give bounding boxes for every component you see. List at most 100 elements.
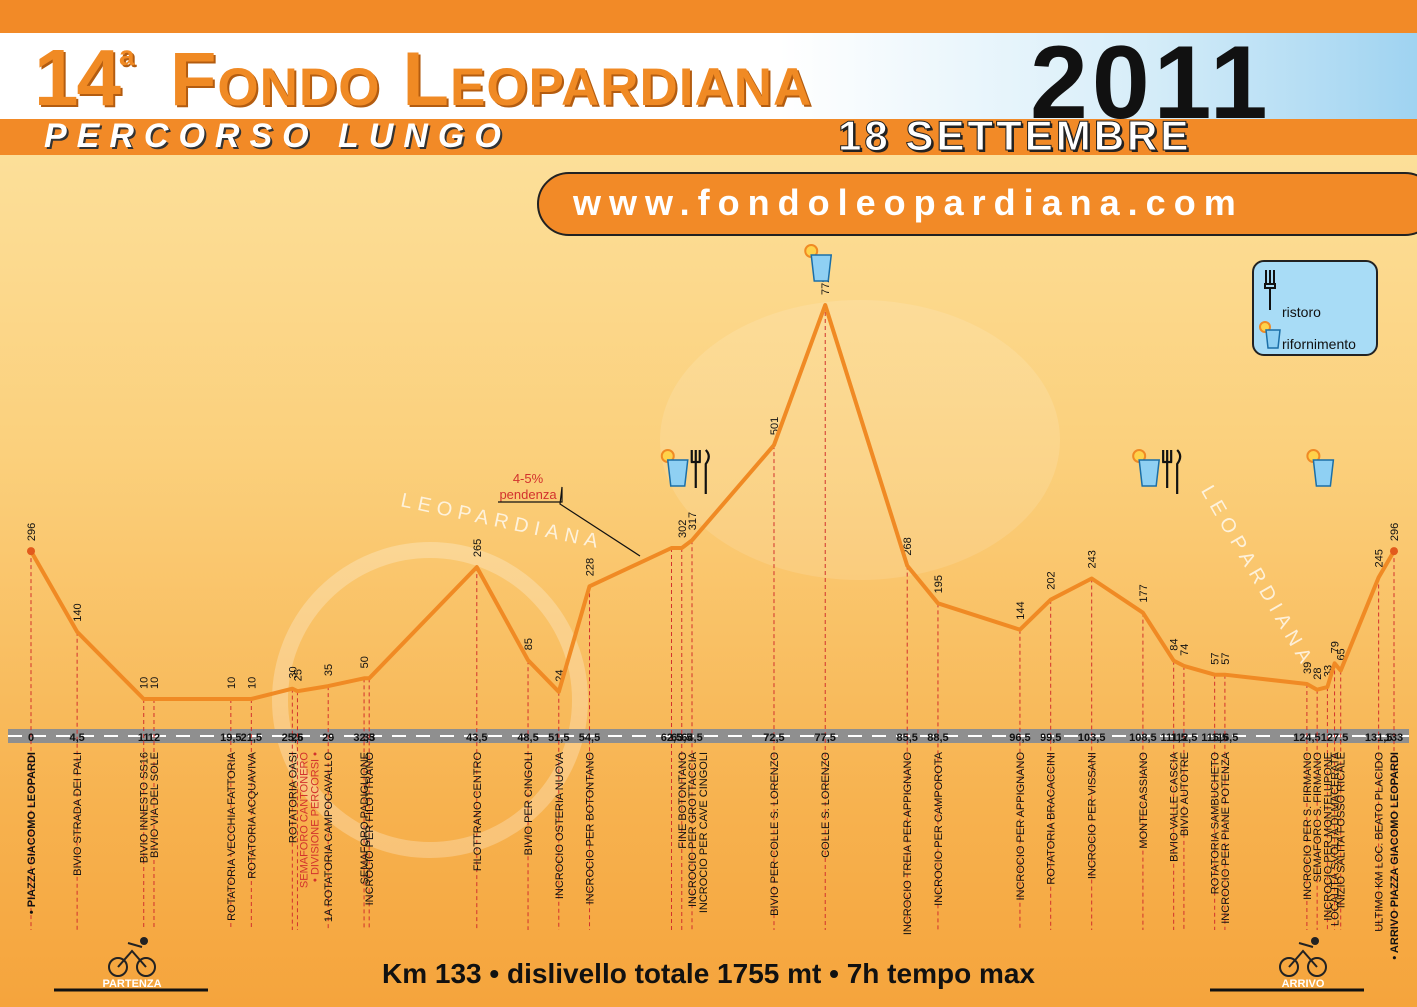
legend-food-label: ristoro [1282, 304, 1321, 320]
event-name: Fondo Leopardiana [170, 37, 813, 122]
km-tick-label: 48,5 [517, 732, 538, 744]
legend-drink-label: rifornimento [1282, 336, 1356, 352]
altitude-label: 79 [1330, 641, 1342, 653]
waypoint-label: BIVIO INNESTO SS16 [139, 752, 151, 863]
km-tick-label: 54,5 [579, 732, 600, 744]
km-tick-label: 0 [28, 732, 34, 744]
altitude-label: 35 [323, 664, 335, 676]
waypoint-label: ROTATORIA VECCHIA FATTORIA [226, 751, 238, 921]
waypoint-label: ULTIMO KM LOC. BEATO PLACIDO [1374, 752, 1386, 932]
altitude-label: 296 [1389, 523, 1401, 541]
drink-glass-icon [1138, 459, 1161, 487]
altitude-label: 268 [902, 537, 914, 555]
altitude-label: 10 [149, 677, 161, 689]
waypoint-label: FILOTTRANO CENTRO [472, 752, 484, 872]
altitude-label: 85 [523, 638, 535, 650]
footer-sep-1: • [489, 958, 500, 989]
top-band [0, 0, 1417, 33]
footer-climb: dislivello totale 1755 mt [507, 958, 822, 989]
watermark-shape [660, 300, 1060, 580]
waypoint-label: INCROCIO PER CAMPOROTA [933, 751, 945, 905]
km-tick-label: 26 [291, 732, 303, 744]
altitude-label: 265 [472, 539, 484, 557]
altitude-label: 30 [287, 666, 299, 678]
km-tick-label: 62,5 [661, 732, 682, 744]
waypoint-label: INCROCIO PER APPIGNANO [1015, 752, 1027, 901]
waypoint-label: BIVIO STRADA DEI PALI [72, 752, 84, 876]
subtitle-band [0, 119, 1417, 155]
km-tick-label: 4,5 [69, 732, 84, 744]
altitude-label: 57 [1220, 652, 1232, 664]
fork-icon [1264, 270, 1276, 310]
waypoint-label: INCROCIO PER CAVE CINGOLI [698, 752, 710, 913]
waypoint-label: COLLE S. LORENZO [820, 752, 832, 858]
altitude-label: 317 [687, 512, 699, 530]
waypoint-label: BIVIO PER CINGOLI [523, 752, 535, 855]
waypoint-label: BIVIO PER COLLE S. LORENZO [769, 752, 781, 916]
km-tick-label: 112,5 [1170, 732, 1197, 744]
altitude-label: 25 [292, 669, 304, 681]
start-label: PARTENZA [102, 978, 161, 990]
knife-icon [704, 449, 710, 494]
km-tick-label: 88,5 [927, 732, 948, 744]
altitude-label: 302 [677, 520, 689, 538]
km-tick-label: 103,5 [1078, 732, 1106, 744]
finish-rider-icon [1311, 937, 1319, 945]
altitude-label: 144 [1015, 601, 1027, 619]
drink-glass-icon [810, 254, 833, 282]
gradient-annotation-pointer [498, 486, 641, 557]
watermark-shape [272, 542, 588, 858]
altitude-label: 28 [1312, 667, 1324, 679]
waypoint-label: ROTATORIA SAMBUCHETO [1210, 752, 1222, 895]
waypoint-label: INCROCIO PER PIANE POTENZA [1220, 751, 1232, 923]
watermark-text: LEOPARDIANA [1196, 482, 1318, 672]
website-link[interactable]: www.fondoleopardiana.com [573, 182, 1244, 223]
waypoint-label: SEMAFORO CANTONERO [298, 752, 310, 889]
waypoint-label: MONTECASSIANO [1138, 752, 1150, 849]
finish-label: ARRIVO [1282, 978, 1325, 990]
profile-line [29, 303, 1396, 701]
route-subtitle: PERCORSO LUNGO [44, 117, 511, 155]
finish-wheel-icon [1307, 957, 1327, 977]
edition-number: 14a [34, 33, 135, 122]
waypoint-label: INIZIO SALITA FOSSO RICALE [1336, 752, 1348, 908]
drink-glass-icon [1312, 459, 1335, 487]
legend-box: ristoro rifornimento [1252, 260, 1378, 356]
waypoint-label: FINE BOTONTANO [677, 752, 689, 849]
waypoint-label: INCROCIO PER BOTONTANO [585, 752, 597, 905]
waypoint-label: SEMAFORO PADIGLIONE [359, 752, 371, 884]
event-year: 2011 [1030, 25, 1272, 141]
waypoint-label: • PIAZZA GIACOMO LEOPARDI [26, 752, 38, 914]
km-tick-label: 111,5 [1161, 732, 1187, 744]
endpoint-marker [27, 547, 35, 556]
km-tick-label: 127,5 [1321, 732, 1349, 744]
waypoint-label: BIVIO VIA DEL SOLE [149, 752, 161, 858]
waypoint-label: INCROCIO PER S. FIRMANO [1302, 752, 1314, 900]
waypoint-label: 1A ROTATORIA CAMPOCAVALLO [323, 752, 335, 923]
drink-glass-icon [1259, 321, 1281, 349]
km-tick-label: 51,5 [548, 732, 569, 744]
drink-glass-icon [666, 459, 689, 487]
km-tick-label: 116,5 [1211, 732, 1238, 744]
altitude-label: 39 [1302, 662, 1314, 674]
km-tick-label: 133 [1385, 732, 1403, 744]
km-tick-label: 29 [322, 732, 334, 744]
waypoint-label: INCROCIO TREIA PER APPIGNANO [902, 752, 914, 936]
km-tick-label: 12 [148, 732, 160, 744]
edition-superscript: a [118, 40, 135, 71]
altitude-label: 202 [1046, 571, 1058, 589]
finish-wheel-icon [1279, 957, 1299, 977]
waypoint-label: INCROCIO PER VISSANI [1087, 752, 1099, 879]
km-tick-label: 85,5 [897, 732, 918, 744]
km-tick-label: 43,5 [466, 732, 487, 744]
altitude-label: 10 [246, 677, 258, 689]
km-tick-label: 19,5 [220, 732, 241, 744]
km-tick-label: 77,5 [815, 732, 836, 744]
km-tick-label: 72,5 [763, 732, 784, 744]
endpoint-marker [1390, 547, 1398, 556]
footer-summary: Km 133 • dislivello totale 1755 mt • 7h … [0, 958, 1417, 990]
start-rider-icon [140, 937, 148, 945]
waypoint-label: LOCALITÀ SVOLTA DI MACERATA [1329, 751, 1342, 926]
